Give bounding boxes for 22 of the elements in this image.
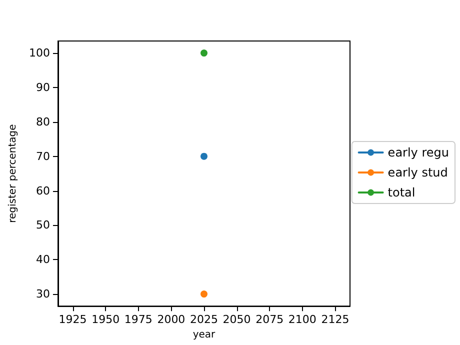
legend-label: total <box>388 186 416 200</box>
y-axis-title: register percentage <box>8 124 19 223</box>
y-tick-label: 100 <box>29 46 50 60</box>
x-tick-label: 2000 <box>157 313 186 326</box>
y-tick-label: 90 <box>36 80 50 94</box>
x-tick-label: 2100 <box>288 313 316 326</box>
y-tick-label: 60 <box>36 184 50 198</box>
x-tick-label: 1925 <box>58 313 87 326</box>
y-tick-label: 50 <box>36 218 50 232</box>
x-tick-label: 1950 <box>92 313 120 326</box>
y-tick-label: 40 <box>36 253 50 266</box>
x-axis-title: year <box>192 330 216 340</box>
x-tick-label: 1975 <box>124 313 152 326</box>
x-tick-label: 2125 <box>321 313 350 326</box>
y-tick-label: 30 <box>36 288 50 301</box>
y-tick-label: 80 <box>36 115 50 128</box>
y-tick-label: 70 <box>36 150 50 163</box>
x-tick-label: 2025 <box>190 313 218 326</box>
x-tick-label: 2075 <box>256 313 284 326</box>
legend-label: early stud <box>388 166 448 180</box>
legend-label: early regu <box>388 146 450 160</box>
x-tick-label: 2050 <box>222 313 251 326</box>
